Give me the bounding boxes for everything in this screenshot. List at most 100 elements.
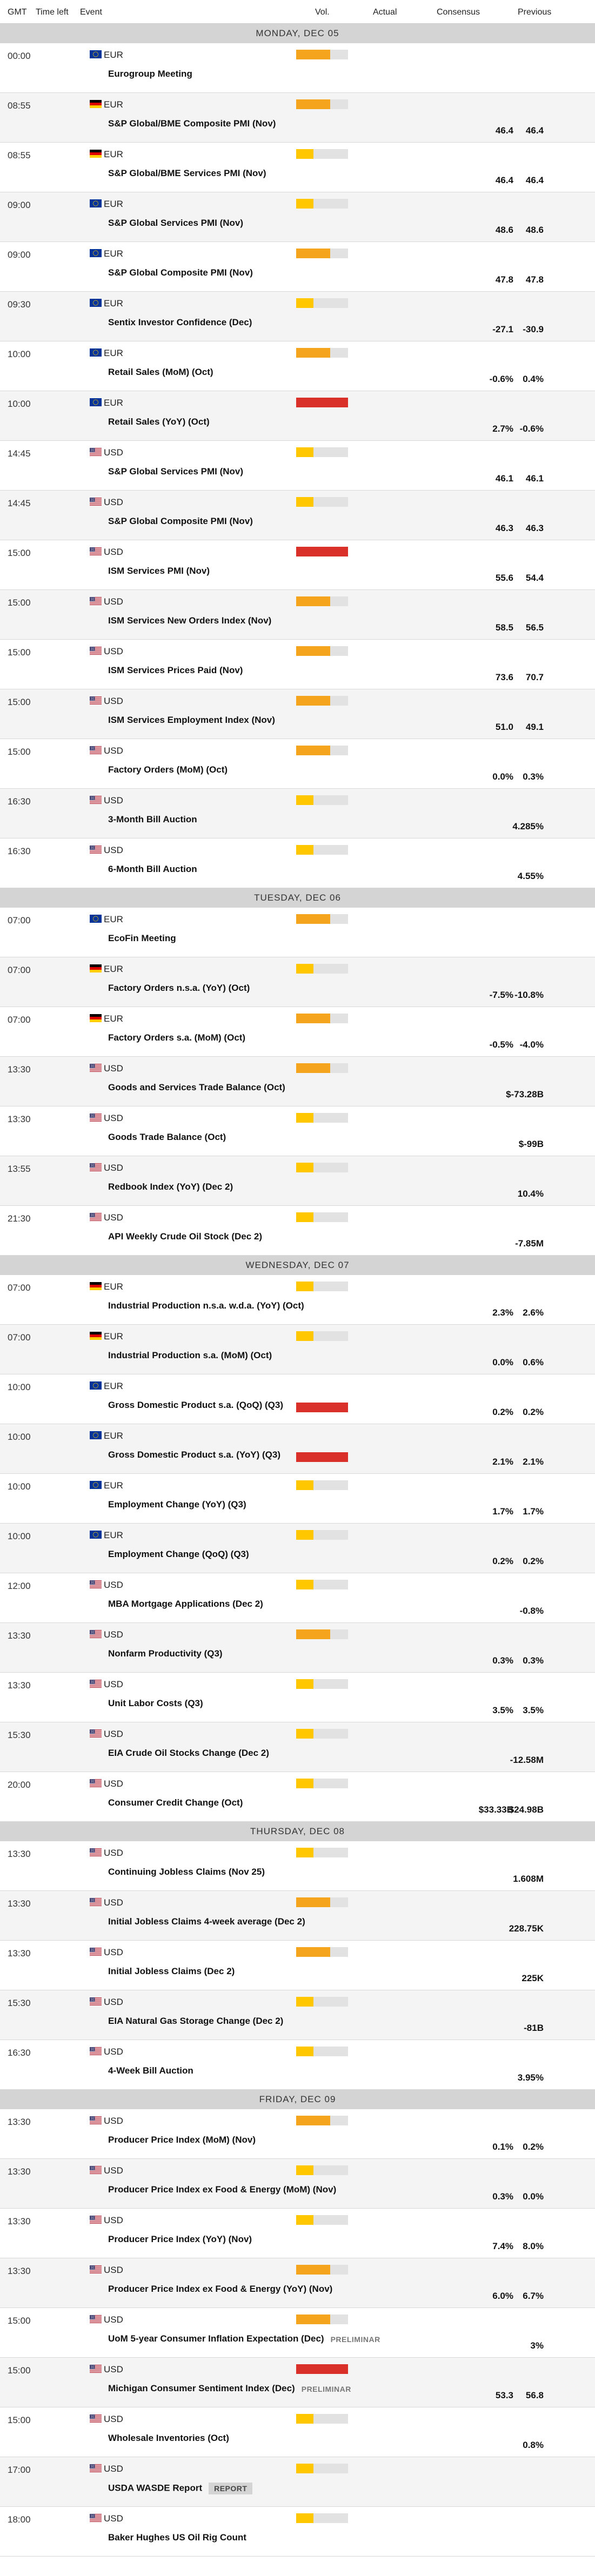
event-row[interactable]: 13:30 USD Goods Trade Balance (Oct) $-99B: [0, 1106, 595, 1156]
event-row[interactable]: 15:00 USD ISM Services New Orders Index (N…: [0, 590, 595, 640]
event-row[interactable]: 15:00 USD Factory Orders (MoM) (Oct) 0.0% 0.…: [0, 739, 595, 789]
event-row[interactable]: 13:30 USD Producer Price Index (YoY) (Nov)…: [0, 2209, 595, 2258]
event-row[interactable]: 20:00 USD Consumer Credit Change (Oct) $33.…: [0, 1772, 595, 1822]
event-name[interactable]: 6-Month Bill Auction: [108, 864, 197, 874]
event-row[interactable]: 12:00 USD MBA Mortgage Applications (Dec 2…: [0, 1573, 595, 1623]
event-name[interactable]: ISM Services Employment Index (Nov): [108, 715, 275, 725]
event-row[interactable]: 10:00 EUR Employment Change (YoY) (Q3) 1.7%…: [0, 1474, 595, 1524]
event-name[interactable]: Producer Price Index ex Food & Energy (M…: [108, 2184, 337, 2195]
event-row[interactable]: 14:45 USD S&P Global Composite PMI (Nov) 46…: [0, 491, 595, 540]
event-row[interactable]: 13:30 USD Continuing Jobless Claims (Nov 2…: [0, 1841, 595, 1891]
event-name[interactable]: S&P Global Services PMI (Nov): [108, 218, 244, 228]
event-row[interactable]: 16:30 USD 6-Month Bill Auction 4.55%: [0, 838, 595, 888]
event-name[interactable]: EIA Crude Oil Stocks Change (Dec 2): [108, 1748, 269, 1758]
event-row[interactable]: 13:30 USD Producer Price Index (MoM) (Nov)…: [0, 2109, 595, 2159]
event-row[interactable]: 10:00 EUR Gross Domestic Product s.a. (QoQ…: [0, 1374, 595, 1424]
event-name[interactable]: S&P Global/BME Composite PMI (Nov): [108, 118, 276, 129]
event-name[interactable]: EcoFin Meeting: [108, 933, 176, 943]
event-name[interactable]: S&P Global Services PMI (Nov): [108, 466, 244, 477]
event-row[interactable]: 07:00 EUR Industrial Production s.a. (MoM)…: [0, 1325, 595, 1374]
event-name[interactable]: Gross Domestic Product s.a. (QoQ) (Q3): [108, 1400, 284, 1410]
event-name[interactable]: Employment Change (YoY) (Q3): [108, 1499, 246, 1510]
event-name[interactable]: Industrial Production n.s.a. w.d.a. (YoY…: [108, 1300, 304, 1311]
event-row[interactable]: 15:30 USD EIA Natural Gas Storage Change (…: [0, 1990, 595, 2040]
event-name[interactable]: S&P Global/BME Services PMI (Nov): [108, 168, 266, 178]
event-name[interactable]: Sentix Investor Confidence (Dec): [108, 317, 252, 327]
event-row[interactable]: 15:00 USD Michigan Consumer Sentiment Inde…: [0, 2358, 595, 2407]
event-row[interactable]: 13:30 USD Goods and Services Trade Balance…: [0, 1057, 595, 1106]
event-name[interactable]: Producer Price Index ex Food & Energy (Y…: [108, 2284, 333, 2294]
event-row[interactable]: 09:00 EUR S&P Global Composite PMI (Nov) 47…: [0, 242, 595, 292]
event-name[interactable]: Initial Jobless Claims (Dec 2): [108, 1966, 235, 1976]
event-row[interactable]: 15:00 USD ISM Services PMI (Nov) 55.6 54.4: [0, 540, 595, 590]
event-name[interactable]: Factory Orders n.s.a. (YoY) (Oct): [108, 983, 250, 993]
event-name[interactable]: Gross Domestic Product s.a. (YoY) (Q3): [108, 1450, 280, 1460]
event-row[interactable]: 13:30 USD Producer Price Index ex Food & E…: [0, 2159, 595, 2209]
event-name[interactable]: Consumer Credit Change (Oct): [108, 1797, 243, 1808]
event-row[interactable]: 17:00 USD USDA WASDE Report REPORT: [0, 2457, 595, 2507]
event-name[interactable]: API Weekly Crude Oil Stock (Dec 2): [108, 1231, 262, 1242]
event-name[interactable]: Redbook Index (YoY) (Dec 2): [108, 1182, 233, 1192]
event-row[interactable]: 15:00 USD Wholesale Inventories (Oct) 0.8%: [0, 2407, 595, 2457]
event-name[interactable]: EIA Natural Gas Storage Change (Dec 2): [108, 2016, 284, 2026]
event-row[interactable]: 13:30 USD Initial Jobless Claims (Dec 2) 22…: [0, 1941, 595, 1990]
event-name[interactable]: Wholesale Inventories (Oct): [108, 2433, 229, 2443]
event-row[interactable]: 15:00 USD ISM Services Employment Index (N…: [0, 689, 595, 739]
event-row[interactable]: 14:45 USD S&P Global Services PMI (Nov) 46.…: [0, 441, 595, 491]
event-row[interactable]: 15:00 USD UoM 5-year Consumer Inflation Ex…: [0, 2308, 595, 2358]
event-row[interactable]: 08:55 EUR S&P Global/BME Services PMI (Nov…: [0, 143, 595, 192]
event-name[interactable]: S&P Global Composite PMI (Nov): [108, 516, 253, 526]
event-name[interactable]: Factory Orders (MoM) (Oct): [108, 764, 228, 775]
event-name[interactable]: Producer Price Index (MoM) (Nov): [108, 2135, 256, 2145]
event-name[interactable]: UoM 5-year Consumer Inflation Expectatio…: [108, 2333, 324, 2344]
event-name[interactable]: Michigan Consumer Sentiment Index (Dec): [108, 2383, 295, 2393]
event-name[interactable]: Continuing Jobless Claims (Nov 25): [108, 1867, 265, 1877]
event-row[interactable]: 07:00 EUR Factory Orders s.a. (MoM) (Oct) -…: [0, 1007, 595, 1057]
event-row[interactable]: 16:30 USD 3-Month Bill Auction 4.285%: [0, 789, 595, 838]
event-row[interactable]: 09:00 EUR S&P Global Services PMI (Nov) 48.…: [0, 192, 595, 242]
event-name[interactable]: Industrial Production s.a. (MoM) (Oct): [108, 1350, 272, 1360]
event-row[interactable]: 07:00 EUR EcoFin Meeting: [0, 908, 595, 957]
event-row[interactable]: 07:00 EUR Industrial Production n.s.a. w.d…: [0, 1275, 595, 1325]
eu-flag-icon: [90, 1531, 102, 1539]
event-row[interactable]: 13:55 USD Redbook Index (YoY) (Dec 2) 10.4%: [0, 1156, 595, 1206]
event-name[interactable]: Goods and Services Trade Balance (Oct): [108, 1082, 285, 1092]
event-row[interactable]: 10:00 EUR Gross Domestic Product s.a. (YoY…: [0, 1424, 595, 1474]
event-name[interactable]: USDA WASDE Report: [108, 2483, 203, 2493]
event-name[interactable]: ISM Services Prices Paid (Nov): [108, 665, 243, 675]
event-name[interactable]: S&P Global Composite PMI (Nov): [108, 267, 253, 278]
event-name[interactable]: Retail Sales (MoM) (Oct): [108, 367, 213, 377]
event-name[interactable]: MBA Mortgage Applications (Dec 2): [108, 1599, 263, 1609]
event-name[interactable]: Initial Jobless Claims 4-week average (D…: [108, 1916, 305, 1927]
event-row[interactable]: 15:30 USD EIA Crude Oil Stocks Change (Dec…: [0, 1722, 595, 1772]
event-name[interactable]: Goods Trade Balance (Oct): [108, 1132, 226, 1142]
event-row[interactable]: 16:30 USD 4-Week Bill Auction 3.95%: [0, 2040, 595, 2090]
event-row[interactable]: 13:30 USD Producer Price Index ex Food & E…: [0, 2258, 595, 2308]
event-name[interactable]: ISM Services New Orders Index (Nov): [108, 615, 272, 626]
event-row[interactable]: 13:30 USD Initial Jobless Claims 4-week av…: [0, 1891, 595, 1941]
event-name[interactable]: 4-Week Bill Auction: [108, 2065, 193, 2076]
event-row[interactable]: 10:00 EUR Employment Change (QoQ) (Q3) 0.2%…: [0, 1524, 595, 1573]
event-name[interactable]: Producer Price Index (YoY) (Nov): [108, 2234, 252, 2244]
event-row[interactable]: 00:00 EUR Eurogroup Meeting: [0, 43, 595, 93]
event-row[interactable]: 08:55 EUR S&P Global/BME Composite PMI (No…: [0, 93, 595, 143]
event-name[interactable]: Employment Change (QoQ) (Q3): [108, 1549, 249, 1559]
event-name[interactable]: Eurogroup Meeting: [108, 69, 192, 79]
event-row[interactable]: 13:30 USD Nonfarm Productivity (Q3) 0.3% 0.3…: [0, 1623, 595, 1673]
event-row[interactable]: 18:00 USD Baker Hughes US Oil Rig Count: [0, 2507, 595, 2557]
event-name[interactable]: Nonfarm Productivity (Q3): [108, 1648, 223, 1659]
event-row[interactable]: 09:30 EUR Sentix Investor Confidence (Dec)…: [0, 292, 595, 341]
event-row[interactable]: 21:30 USD API Weekly Crude Oil Stock (Dec …: [0, 1206, 595, 1256]
event-name[interactable]: Factory Orders s.a. (MoM) (Oct): [108, 1032, 246, 1043]
event-name[interactable]: Unit Labor Costs (Q3): [108, 1698, 203, 1708]
event-name[interactable]: 3-Month Bill Auction: [108, 814, 197, 824]
event-row[interactable]: 10:00 EUR Retail Sales (MoM) (Oct) -0.6% 0.4…: [0, 341, 595, 391]
event-name[interactable]: ISM Services PMI (Nov): [108, 566, 210, 576]
consensus-value: 3.5%: [492, 1705, 513, 1715]
event-name[interactable]: Baker Hughes US Oil Rig Count: [108, 2532, 246, 2543]
event-row[interactable]: 15:00 USD ISM Services Prices Paid (Nov) 73…: [0, 640, 595, 689]
event-row[interactable]: 13:30 USD Unit Labor Costs (Q3) 3.5% 3.5%: [0, 1673, 595, 1722]
event-row[interactable]: 10:00 EUR Retail Sales (YoY) (Oct) 2.7% -0.6…: [0, 391, 595, 441]
event-name[interactable]: Retail Sales (YoY) (Oct): [108, 417, 210, 427]
event-row[interactable]: 07:00 EUR Factory Orders n.s.a. (YoY) (Oct…: [0, 957, 595, 1007]
